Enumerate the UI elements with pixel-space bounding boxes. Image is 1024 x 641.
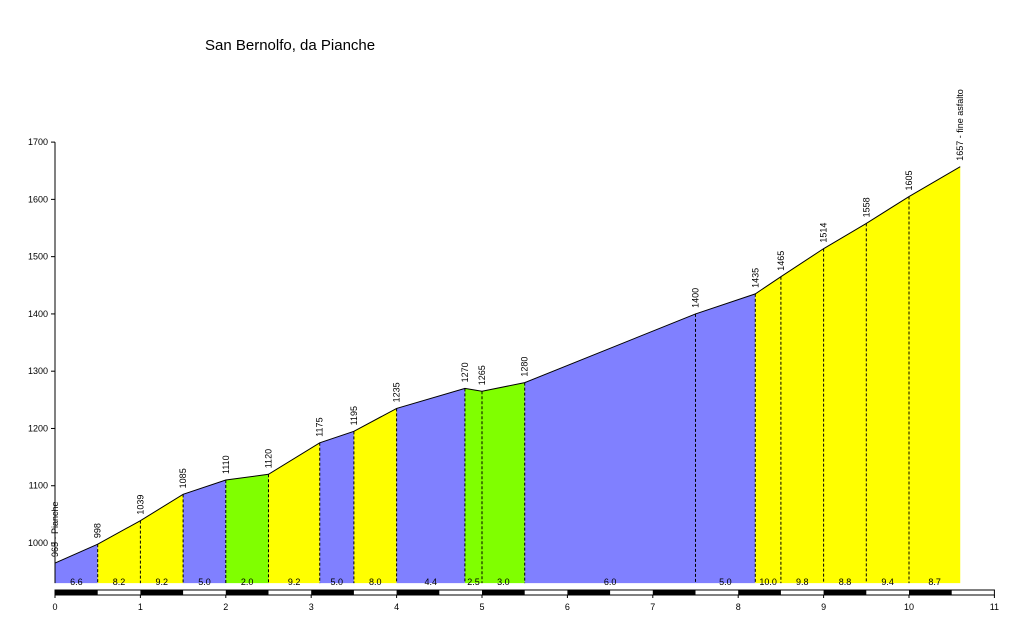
segment-area — [268, 442, 320, 584]
segment-grade-label: 9.4 — [881, 577, 894, 587]
x-tick-label: 9 — [821, 602, 826, 612]
y-tick-label: 1400 — [28, 309, 48, 319]
km-bar-black-segment — [396, 590, 440, 595]
elevation-label: 1039 — [135, 495, 145, 515]
segment-area — [225, 474, 269, 584]
y-tick-label: 1600 — [28, 194, 48, 204]
segment-area — [464, 388, 482, 584]
segment-grade-label: 2.0 — [241, 577, 254, 587]
segment-area — [183, 480, 226, 584]
segment-grade-label: 4.4 — [425, 577, 438, 587]
elevation-label: 1465 — [776, 251, 786, 271]
segment-grade-label: 6.0 — [604, 577, 617, 587]
elevation-label: 1235 — [392, 382, 402, 402]
elevation-label: 1270 — [460, 362, 470, 382]
y-tick-label: 1300 — [28, 366, 48, 376]
y-tick-label: 1000 — [28, 538, 48, 548]
elevation-label: 1605 — [904, 170, 914, 190]
y-tick-label: 1500 — [28, 252, 48, 262]
x-tick-label: 7 — [650, 602, 655, 612]
segment-area — [55, 544, 98, 584]
x-tick-label: 0 — [52, 602, 57, 612]
segment-grade-label: 10.0 — [759, 577, 777, 587]
segment-grade-label: 9.2 — [288, 577, 301, 587]
segment-area — [319, 431, 354, 584]
elevation-label: 1558 — [861, 197, 871, 217]
segment-area — [140, 494, 184, 584]
segment-grade-label: 6.6 — [70, 577, 83, 587]
chart-title: San Bernolfo, da Pianche — [205, 37, 375, 54]
x-tick-label: 10 — [904, 602, 914, 612]
elevation-label: 1120 — [264, 449, 274, 468]
segment-area — [823, 223, 867, 584]
segment-area — [97, 520, 141, 584]
x-tick-label: 8 — [736, 602, 741, 612]
segment-grade-label: 8.8 — [839, 577, 852, 587]
segment-area — [909, 166, 961, 584]
segment-dividers — [97, 196, 910, 584]
x-tick-label: 1 — [138, 602, 143, 612]
segment-grade-label: 9.2 — [155, 577, 168, 587]
elevation-label: 1514 — [819, 223, 829, 243]
elevation-label: 1175 — [315, 417, 325, 436]
elevation-label: 998 — [93, 523, 103, 538]
x-tick-label: 2 — [223, 602, 228, 612]
segment-area — [353, 408, 397, 584]
km-bar-black-segment — [567, 590, 611, 595]
elevation-label: 1400 — [691, 288, 701, 308]
km-bar-black-segment — [909, 590, 952, 595]
segment-area — [755, 276, 781, 584]
y-axis: 1000 1100 1200 1300 1400 1500 1600 1700 — [28, 137, 56, 584]
segment-grade-label: 9.8 — [796, 577, 809, 587]
profile-areas — [55, 166, 961, 584]
km-bar-black-segment — [738, 590, 781, 595]
grade-labels: 6.6 8.2 9.2 5.0 2.0 9.2 5.0 8.0 4.4 2.5 3.0 6.0 5.0 1… — [70, 577, 941, 587]
km-bar-black-segment — [823, 590, 867, 595]
km-bar-black-segment — [55, 590, 98, 595]
km-bar-black-segment — [482, 590, 525, 595]
profile-polyline — [54, 166, 961, 564]
x-axis: 0 1 2 3 4 5 6 7 8 9 10 11 — [52, 595, 999, 612]
segment-area — [695, 293, 756, 584]
segment-grade-label: 2.5 — [467, 577, 480, 587]
km-bar-black-segment — [140, 590, 184, 595]
x-tick-label: 4 — [394, 602, 399, 612]
segment-grade-label: 8.2 — [113, 577, 126, 587]
segment-grade-label: 8.0 — [369, 577, 382, 587]
segment-grade-label: 3.0 — [497, 577, 510, 587]
x-tick-label: 11 — [990, 602, 999, 612]
elevation-label: 1435 — [750, 268, 760, 288]
elevation-label: 1085 — [178, 468, 188, 488]
elevation-label: 1110 — [221, 455, 231, 474]
y-tick-label: 1700 — [28, 137, 48, 147]
km-bar-black-segment — [311, 590, 354, 595]
elevation-label: 1265 — [477, 365, 487, 385]
segment-area — [866, 196, 909, 584]
segment-grade-label: 5.0 — [719, 577, 732, 587]
segment-area — [524, 313, 696, 584]
y-tick-label: 1200 — [28, 423, 48, 433]
segment-area — [396, 388, 465, 584]
elevation-label: 1280 — [520, 357, 530, 377]
km-bar-black-segment — [225, 590, 269, 595]
elevation-label: 1195 — [349, 406, 359, 425]
segment-grade-label: 5.0 — [331, 577, 344, 587]
km-bar-black-segment — [652, 590, 696, 595]
segment-grade-label: 8.7 — [928, 577, 941, 587]
segment-area — [482, 382, 525, 584]
y-tick-label: 1100 — [29, 481, 48, 491]
segment-grade-label: 5.0 — [198, 577, 211, 587]
profile-line — [54, 166, 961, 564]
segment-area — [780, 248, 824, 584]
km-scale-bar — [54, 589, 995, 596]
x-tick-label: 5 — [479, 602, 484, 612]
x-tick-label: 3 — [309, 602, 314, 612]
x-tick-label: 6 — [565, 602, 570, 612]
elevation-label: 1657 - fine asfalto — [955, 89, 965, 161]
